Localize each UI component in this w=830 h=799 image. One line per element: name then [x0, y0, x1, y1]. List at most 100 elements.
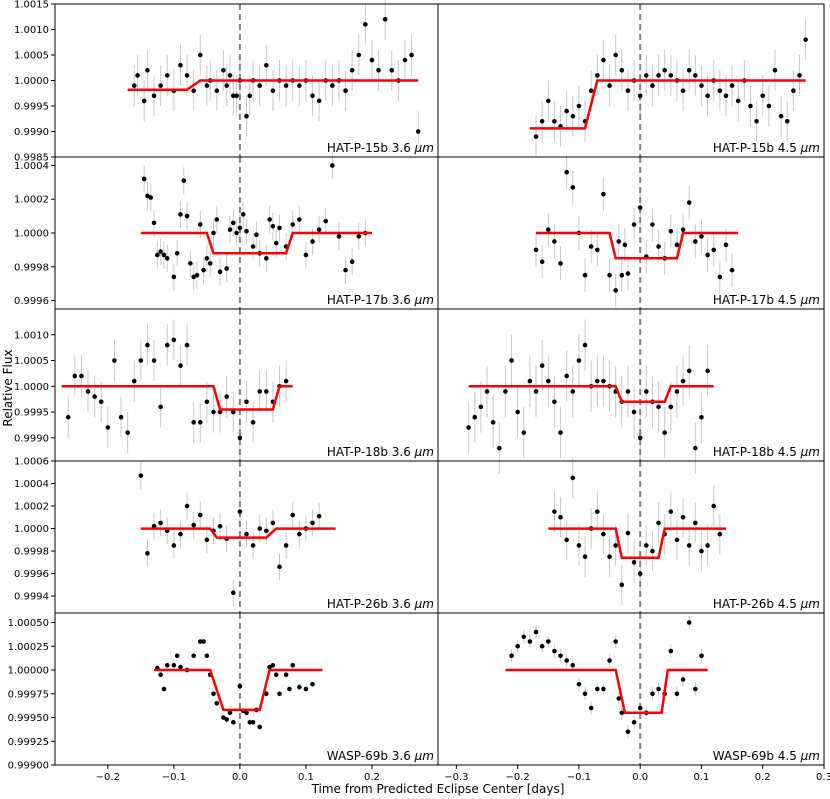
data-point [521, 634, 527, 640]
data-point [191, 88, 196, 93]
data-point [631, 409, 637, 415]
data-point [601, 531, 606, 537]
y-tick-label: 0.9990 [14, 433, 49, 444]
data-point [533, 629, 539, 635]
panel-label: HAT-P-17b 4.5 μm [713, 293, 820, 307]
panel-label-unit: μm [414, 597, 434, 611]
data-point [65, 414, 71, 420]
data-point [729, 267, 735, 273]
eclipse-model-line [127, 79, 419, 91]
data-point [171, 662, 177, 668]
data-point [607, 83, 612, 88]
panel-label-name: HAT-P-18b 4.5 [713, 445, 801, 459]
x-tick-label: 0.0 [232, 772, 248, 783]
data-point [705, 252, 710, 258]
data-point [625, 389, 631, 394]
y-tick-label: 1.0000 [14, 382, 49, 393]
data-point [729, 83, 735, 88]
data-point [582, 691, 588, 697]
data-point [141, 176, 147, 182]
x-axis-label: Time from Predicted Eclipse Center [days… [311, 782, 565, 796]
y-tick-label: 1.0004 [14, 479, 49, 490]
y-tick-label: 0.9996 [14, 296, 49, 307]
data-point [539, 259, 545, 265]
eclipse-model-line [536, 231, 739, 260]
data-point [699, 414, 704, 420]
data-point [564, 537, 569, 543]
data-point [356, 234, 362, 239]
data-point [237, 683, 243, 689]
data-point [723, 93, 729, 99]
data-point [277, 225, 282, 231]
data-point [184, 73, 190, 78]
data-point [343, 267, 348, 273]
y-tick-label: 1.00025 [8, 642, 49, 653]
data-point [662, 430, 667, 435]
data-point [637, 435, 643, 441]
data-point [244, 399, 249, 405]
data-point [552, 509, 557, 514]
data-point [717, 274, 723, 280]
data-point [237, 225, 243, 231]
data-point [595, 686, 600, 692]
data-point [613, 52, 618, 58]
data-point [257, 724, 263, 730]
data-point [349, 68, 355, 73]
data-point [595, 73, 600, 78]
data-point [197, 512, 203, 518]
data-point [376, 68, 381, 73]
data-point [155, 252, 160, 258]
data-point [217, 409, 223, 415]
data-point [270, 520, 276, 526]
data-point [151, 93, 157, 99]
data-point [201, 267, 206, 273]
x-tick-label: −0.3 [444, 772, 468, 783]
data-point [161, 252, 167, 258]
data-point [297, 531, 302, 537]
data-point [174, 653, 180, 659]
data-point [181, 178, 187, 183]
data-point [588, 705, 594, 711]
eclipse-model-line [154, 668, 323, 712]
data-point [211, 230, 216, 236]
data-point [254, 232, 259, 237]
data-point [558, 430, 563, 435]
data-point [705, 93, 710, 99]
data-point [656, 520, 661, 526]
y-tick-label: 0.9998 [14, 547, 49, 558]
x-tick-label: −0.1 [162, 772, 186, 783]
data-point [622, 242, 628, 248]
data-point [230, 719, 236, 725]
panel-label-name: HAT-P-18b 3.6 [327, 445, 415, 459]
panel-frame [437, 612, 825, 766]
data-point [552, 399, 557, 405]
data-point [595, 378, 600, 384]
data-point [310, 681, 315, 687]
data-point [191, 522, 196, 528]
data-point [564, 658, 569, 663]
y-tick-label: 0.9996 [14, 569, 49, 580]
panel-frame [437, 460, 825, 614]
eclipse-model-line [548, 527, 726, 560]
data-point [161, 686, 167, 692]
data-point [237, 435, 243, 441]
panel-label-unit: μm [800, 445, 820, 459]
panel-label-unit: μm [800, 597, 820, 611]
data-point [521, 430, 527, 435]
data-point [191, 420, 196, 425]
data-point [270, 662, 276, 668]
data-point [625, 530, 631, 536]
data-point [797, 73, 802, 78]
y-tick-label: 1.0004 [14, 161, 49, 172]
data-point [545, 639, 551, 644]
y-tick-label: 0.99975 [8, 689, 49, 700]
data-point [699, 83, 704, 88]
data-point [389, 68, 395, 73]
panel-frame [437, 156, 825, 310]
panel-label-unit: μm [800, 293, 820, 307]
panel-label-name: HAT-P-26b 4.5 [713, 597, 801, 611]
x-tick-label: 0.1 [298, 772, 314, 783]
data-point [178, 531, 183, 537]
data-point [644, 389, 649, 394]
y-tick-label: 1.0002 [14, 502, 49, 513]
